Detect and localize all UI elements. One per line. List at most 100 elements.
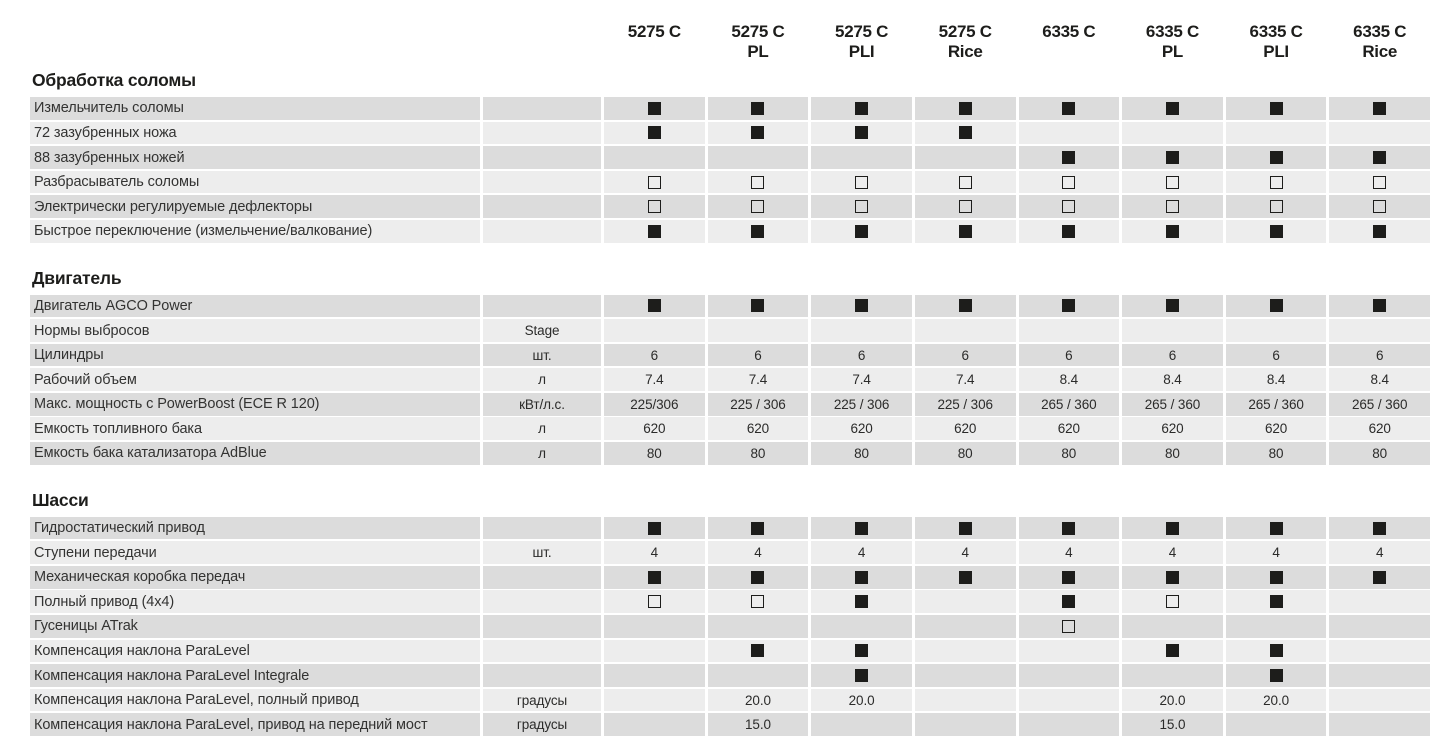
value-cell: 620 [1329,417,1430,441]
value-cell [914,590,1016,614]
value-cell [1329,195,1430,218]
filled-square-icon [958,126,972,140]
empty-square-icon [1165,175,1179,189]
value-cell [1122,565,1223,589]
value-cell [1225,294,1327,318]
value-cell [1122,97,1223,120]
filled-square-icon [1269,570,1283,584]
value-cell [1329,97,1430,120]
column-header: 5275 C PL [708,22,809,62]
value-cell [914,195,1016,218]
value-cell [1225,195,1327,218]
value-cell [604,294,705,318]
value-cell [1018,195,1120,218]
value-cell: 6 [1018,343,1120,367]
value-cell [707,195,809,218]
value-cell [604,219,705,243]
value-cell [1225,713,1327,737]
empty-square-icon [647,595,661,609]
value-cell [1122,195,1223,218]
filled-square-icon [855,521,869,535]
value-cell [1122,170,1223,194]
filled-square-icon [855,595,869,609]
value-cell [1018,516,1120,540]
value-cell: 80 [1018,442,1120,465]
value-cell: 6 [707,343,809,367]
value-cell [1329,664,1430,687]
value-cell [811,516,912,540]
row-unit [483,170,601,194]
value-cell: 8.4 [1225,368,1327,391]
value-cell [914,219,1016,243]
filled-square-icon [751,101,765,115]
row-label: Механическая коробка передач [30,565,480,589]
row-label: Нормы выбросов [30,319,480,342]
table-row: 88 зазубренных ножей [30,146,1430,169]
filled-square-icon [1062,521,1076,535]
value-cell [604,615,705,638]
empty-square-icon [958,200,972,214]
header-spacer-label [30,22,480,62]
value-cell: 4 [1018,541,1120,564]
value-cell [604,195,705,218]
filled-square-icon [958,101,972,115]
header-spacer-unit [483,22,601,62]
value-cell [1329,319,1430,342]
value-cell [1018,97,1120,120]
filled-square-icon [1165,521,1179,535]
value-cell: 225 / 306 [914,392,1016,416]
table-row: Рабочий объем л 7.4 7.4 7.4 7.4 8.4 8.4 8.4 8.4 [30,368,1430,391]
filled-square-icon [855,299,869,313]
value-cell [1329,294,1430,318]
value-cell [1122,146,1223,169]
value-cell [707,294,809,318]
value-cell [707,170,809,194]
section-title: Обработка соломы [32,70,196,90]
value-cell [1225,319,1327,342]
row-unit [483,565,601,589]
row-unit [483,97,601,120]
value-cell: 620 [604,417,705,441]
section-title: Двигатель [32,267,122,288]
value-cell [707,219,809,243]
value-cell [1225,516,1327,540]
row-label: Полный привод (4x4) [30,590,480,614]
value-cell [1329,639,1430,663]
column-model: 5275 C [938,22,992,41]
value-cell [1122,615,1223,638]
value-cell [1122,219,1223,243]
value-cell: 225 / 306 [811,392,912,416]
empty-square-icon [958,175,972,189]
row-label: Быстрое переключение (измельчение/валков… [30,219,480,243]
value-cell [707,516,809,540]
row-label: Гидростатический привод [30,516,480,540]
value-cell [1018,219,1120,243]
column-header: 5275 C Rice [915,22,1016,62]
row-label: Емкость топливного бака [30,417,480,441]
filled-square-icon [751,299,765,313]
empty-square-icon [647,200,661,214]
value-cell: 4 [1122,541,1223,564]
row-label: Компенсация наклона ParaLevel Integrale [30,664,480,687]
value-cell [1122,319,1223,342]
value-cell [604,639,705,663]
value-cell: 4 [1225,541,1327,564]
value-cell [1018,590,1120,614]
filled-square-icon [1269,595,1283,609]
value-cell [1225,97,1327,120]
value-cell [1225,170,1327,194]
value-cell [914,713,1016,737]
value-cell [811,565,912,589]
row-unit: градусы [483,688,601,712]
value-cell [604,170,705,194]
value-cell [914,615,1016,638]
value-cell: 6 [1329,343,1430,367]
filled-square-icon [647,224,661,238]
table-row: Нормы выбросов Stage [30,319,1430,342]
column-variant: PLI [1263,42,1289,61]
table-row: Ступени передачи шт. 4 4 4 4 4 4 4 4 [30,541,1430,564]
value-cell [1122,516,1223,540]
value-cell: 80 [1122,442,1223,465]
